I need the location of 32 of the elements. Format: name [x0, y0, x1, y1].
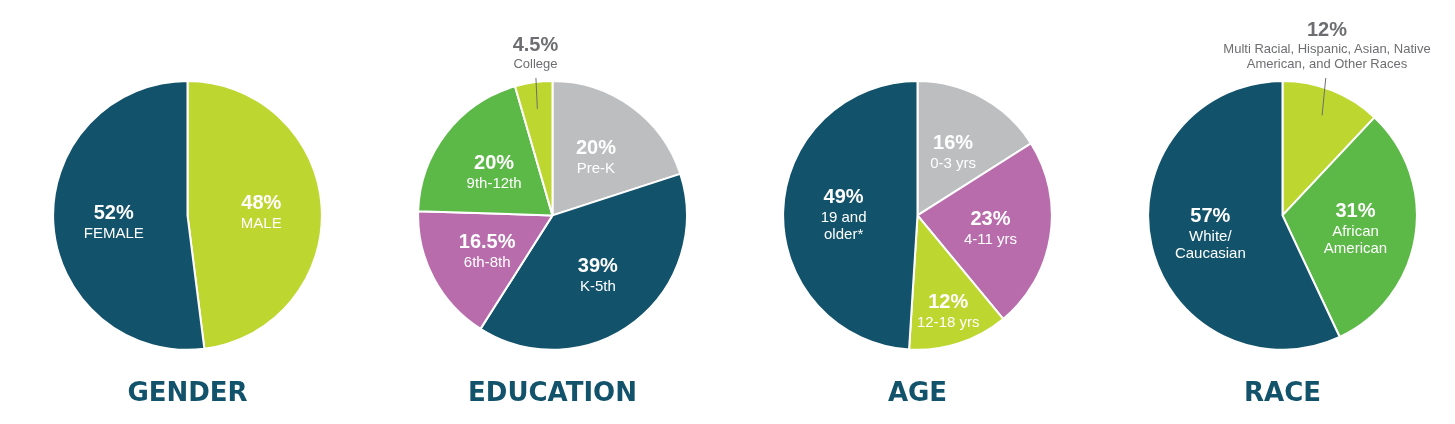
- data-label: 20%: [474, 150, 515, 173]
- data-label: 23%: [970, 207, 1011, 230]
- data-label: 57%: [1190, 203, 1231, 226]
- data-label: 4.5%: [512, 33, 559, 55]
- slice-label: 12-18 yrs: [916, 313, 980, 331]
- data-label: 16%: [933, 131, 974, 154]
- data-label: 12%: [1306, 18, 1348, 40]
- slice-label: 9th-12th: [466, 173, 522, 191]
- text: AGE: [887, 377, 948, 408]
- slice-label: 4-11 yrs: [963, 230, 1018, 248]
- data-label: 16.5%: [458, 230, 516, 253]
- slice-label: Pre-K: [576, 159, 616, 177]
- text: EDUCATION: [468, 377, 637, 408]
- data-label: 12%: [928, 290, 969, 313]
- slice-label: College: [513, 56, 558, 71]
- slice-label: K-5th: [579, 277, 616, 295]
- data-label: 39%: [577, 254, 619, 277]
- slice-label: 0-3 yrs: [930, 154, 977, 172]
- data-label: 31%: [1335, 198, 1376, 221]
- slice-label: FEMALE: [83, 223, 144, 241]
- text: GENDER: [127, 377, 248, 408]
- data-label: 20%: [575, 136, 617, 159]
- slice-label: 19 and older*: [820, 208, 867, 243]
- text: RACE: [1244, 377, 1321, 408]
- slice-label: White/Caucasian: [1174, 226, 1246, 261]
- slice-label: African American: [1323, 221, 1388, 256]
- data-label: 49%: [823, 185, 864, 208]
- data-label: 52%: [93, 200, 134, 223]
- slice-label: MALE: [240, 214, 282, 232]
- slice-label: Multi Racial, Hispanic, Asian, Native American, and Other Races: [1223, 41, 1431, 71]
- data-label: 48%: [241, 191, 282, 214]
- slice-label: 6th-8th: [463, 253, 511, 271]
